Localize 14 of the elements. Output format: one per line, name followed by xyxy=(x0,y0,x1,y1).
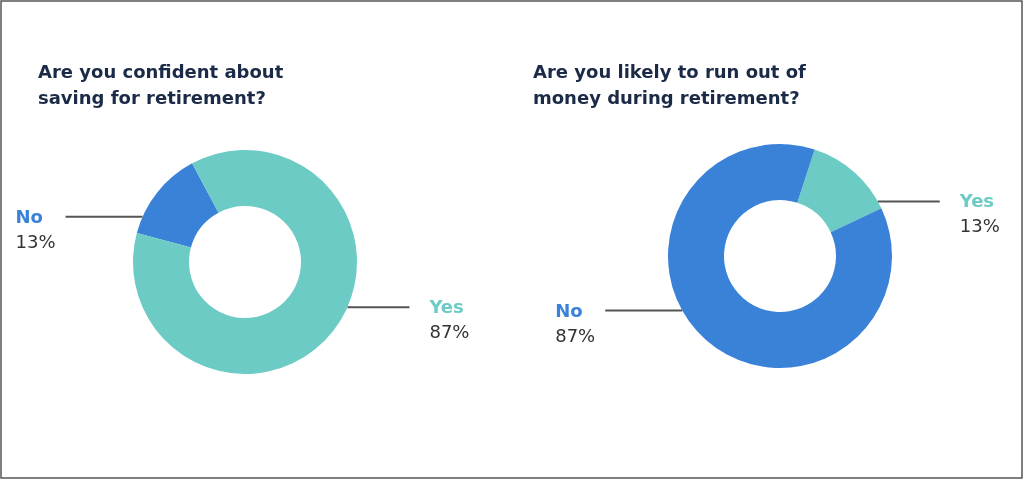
donut-slice xyxy=(136,163,219,248)
data-label: 13% xyxy=(959,215,1000,237)
slice-label: No xyxy=(555,299,583,321)
donut-slice xyxy=(133,150,357,374)
donut-slice xyxy=(797,149,882,233)
data-label: 87% xyxy=(555,324,596,346)
slice-label: No xyxy=(15,205,43,227)
data-label: 87% xyxy=(429,321,470,343)
chart-title: Are you confident about saving for retirement? xyxy=(38,61,284,108)
donut-slice xyxy=(668,144,892,368)
slice-label: Yes xyxy=(428,296,464,318)
slice-label: Yes xyxy=(958,190,995,212)
chart-title: Are you likely to run out of money during retirement? xyxy=(533,61,807,108)
data-label: 13% xyxy=(15,230,56,252)
